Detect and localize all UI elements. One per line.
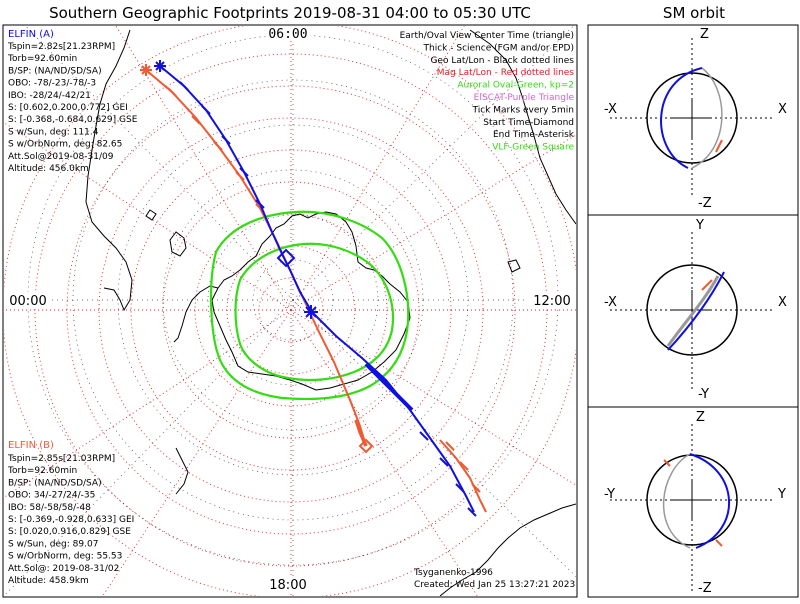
elfin-b-info-line: Torb=92.60min xyxy=(7,466,77,476)
elfin-a-info-line: B/SP: (NA/ND/SD/SA) xyxy=(8,66,102,76)
orbit-panel-frame-xz xyxy=(587,24,799,216)
legend-item-oval: Auroral Oval-Green, kp=2 xyxy=(457,81,574,91)
elfin-a-header: ELFIN (A) xyxy=(8,29,54,40)
clock-label-right: 12:00 xyxy=(533,294,570,309)
south-america-coast xyxy=(85,29,133,312)
legend-item-end: End Time-Asterisk xyxy=(493,130,575,140)
orbit-yz-top-label: Z xyxy=(696,410,705,425)
orbit-xz-right-label: X xyxy=(778,102,787,117)
elfin-a-end-asterisk xyxy=(154,60,166,72)
elfin-a-info-line: IBO: -28/24/-42/21 xyxy=(8,91,91,101)
elfin-b-info-line: S w/OrbNorm, deg: 55.53 xyxy=(8,552,122,562)
island-coast xyxy=(169,231,187,257)
elfin-b-info-line: S w/Sun, deg: 89.07 xyxy=(8,539,98,549)
elfin-b-info-line: B/SP: (NA/ND/SD/SA) xyxy=(8,478,102,488)
elfin-b-info-line: IBO: 58/-58/58/-48 xyxy=(8,503,91,513)
orbit-xz-top-label: Z xyxy=(700,27,709,42)
auroral-oval xyxy=(210,210,410,401)
elfin-a-info-line: S w/OrbNorm, deg: 82.65 xyxy=(8,140,122,150)
elfin-b-info-line: S: [-0.369,-0.928,0.633] GEI xyxy=(8,515,134,525)
legend-item-geo_lines: Geo Lat/Lon - Black dotted lines xyxy=(430,56,574,66)
elfin-a-info-line: Att.Sol@2019-08-31/09 xyxy=(8,152,114,162)
orbit-xy-bottom-label: -Y xyxy=(698,387,709,402)
orbit-panel-xz: Z -Z -X X xyxy=(604,27,787,211)
elfin-a-info-line: Altitude: 456.0km xyxy=(8,164,89,174)
legend-item-vlf: VLF-Green Square xyxy=(492,143,574,153)
orbit-yz-right-label: Y xyxy=(777,487,786,502)
elfin-a-ticks xyxy=(179,81,265,209)
elfin-a-info: ELFIN (A) Tspin=2.82s[21.23RPM] Torb=92.60… xyxy=(7,29,138,174)
map-legend: Earth/Oval View Center Time (triangle) Th… xyxy=(400,31,575,153)
elfin-a-info-line: S: [-0.368,-0.684,0.629] GSE xyxy=(8,115,138,125)
elfin-b-info-line: OBO: 34/-27/24/-35 xyxy=(8,491,95,501)
created-timestamp: Created: Wed Jan 25 13:27:21 2023 xyxy=(414,580,575,590)
orbit-yz-left-label: -Y xyxy=(604,487,615,502)
elfin-a-info-line: Tspin=2.82s[21.23RPM] xyxy=(7,42,115,52)
elfin-b-ticks-2 xyxy=(445,441,481,493)
clock-labels: 06:00 00:00 12:00 18:00 xyxy=(6,26,574,593)
elfin-a-thick-segment xyxy=(364,362,414,412)
elfin-b-start-diamond xyxy=(358,438,374,454)
elfin-a-info-line: S w/Sun, deg: 111.4 xyxy=(8,127,99,137)
map-frame xyxy=(2,24,578,598)
model-credit: Tsyganenko-1996 xyxy=(413,568,493,578)
elfin-b-info-line: Tspin=2.85s[21.03RPM] xyxy=(7,454,115,464)
legend-item-ticks: Tick Marks every 5min xyxy=(472,105,574,115)
elfin-b-ticks xyxy=(167,87,265,213)
clock-label-top: 06:00 xyxy=(268,27,307,42)
elfin-b-track-line xyxy=(145,69,367,447)
orbit-panels xyxy=(587,24,799,598)
orbit-xz-bottom-label: -Z xyxy=(698,196,712,211)
elfin-b-end-asterisk xyxy=(140,64,152,76)
africa-coast xyxy=(469,29,576,225)
clock-label-bottom: 18:00 xyxy=(269,578,306,593)
clock-label-left: 00:00 xyxy=(9,294,46,309)
elfin-b-info-line: S: [0.020,0.916,0.829] GSE xyxy=(8,527,131,537)
plot-title: Southern Geographic Footprints 2019-08-3… xyxy=(49,4,531,22)
orbit-xz-left-label: -X xyxy=(604,102,617,117)
orbit-xy-right-label: X xyxy=(778,295,787,310)
elfin-a-view-center-diamond xyxy=(276,248,296,268)
elfin-b-track-line-2 xyxy=(439,439,487,513)
orbit-panel-yz: Z -Z -Y Y xyxy=(604,410,786,596)
legend-item-start: Start Time-Diamond xyxy=(483,118,574,128)
elfin-b-header: ELFIN (B) xyxy=(8,440,54,451)
orbit-xy-top-label: Y xyxy=(695,218,704,233)
legend-item-eiscat: EISCAT-Purple Triangle xyxy=(474,93,575,103)
legend-item-view_center: Earth/Oval View Center Time (triangle) xyxy=(400,31,574,41)
legend-item-science: Thick - Science (FGM and/or EPD) xyxy=(423,43,574,53)
australia-coast xyxy=(439,503,576,596)
elfin-b-info: ELFIN (B) Tspin=2.85s[21.03RPM] Torb=92.60… xyxy=(7,440,134,586)
orbit-panel-frame-yz xyxy=(587,406,799,598)
elfin-b-info-line: Att.Sol@: 2019-08-31/02 xyxy=(8,564,119,574)
auroral-oval-outer xyxy=(210,210,410,401)
auroral-oval-inner xyxy=(234,242,395,382)
antarctic-peninsula xyxy=(173,285,219,343)
orbit-yz-bottom-label: -Z xyxy=(698,581,712,596)
elfin-a-info-line: OBO: -78/-23/-78/-3 xyxy=(8,79,96,89)
antarctica-coast xyxy=(211,211,411,391)
legend-item-mag_lines: Mag Lat/Lon - Red dotted lines xyxy=(437,68,575,78)
elfin-a-center-asterisk xyxy=(304,305,318,319)
elfin-a-ticks-2 xyxy=(419,431,477,517)
elfin-b-thick-segment xyxy=(354,419,368,447)
new-zealand-coast xyxy=(175,447,189,495)
orbit-panel-xy: Y -Y -X X xyxy=(604,218,787,402)
island-coast xyxy=(145,209,157,221)
elfin-b-info-line: Altitude: 458.9km xyxy=(8,576,89,586)
elfin-a-info-line: Torb=92.60min xyxy=(7,54,77,64)
orbit-xy-left-label: -X xyxy=(604,295,617,310)
island-coast xyxy=(507,259,521,273)
orbit-title: SM orbit xyxy=(663,4,725,22)
elfin-a-track xyxy=(154,60,477,517)
coastlines xyxy=(85,29,576,596)
elfin-a-info-line: S: [0.602,0.200,0.772] GEI xyxy=(8,103,128,113)
